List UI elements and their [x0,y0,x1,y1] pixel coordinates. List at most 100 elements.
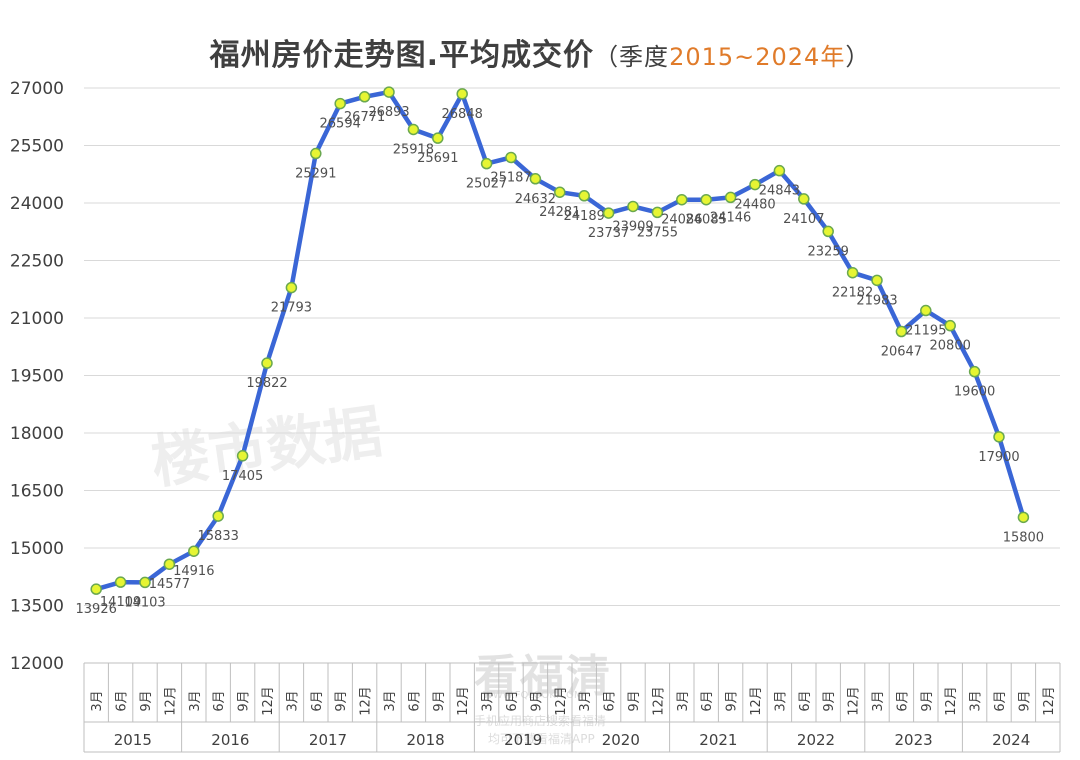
data-label: 14577 [149,577,190,592]
x-month-label: 12月 [651,686,666,716]
data-point [310,147,322,160]
data-point [261,357,273,369]
x-month-label: 12月 [749,686,764,716]
x-month-label: 6月 [407,690,422,711]
x-month-label: 9月 [139,690,154,711]
x-year-label: 2022 [797,731,835,749]
data-point [773,164,786,177]
x-month-label: 3月 [871,690,886,711]
x-month-label: 9月 [432,690,447,711]
data-point [822,225,834,238]
data-label: 26771 [344,110,385,125]
data-label: 25918 [393,142,434,157]
x-month-label: 3月 [383,690,398,711]
data-label: 19822 [246,376,287,391]
data-label: 24086 [661,213,702,228]
x-month-label: 12月 [847,686,862,716]
data-label: 17405 [222,469,263,484]
chart-subtitle-range: 2015~2024年 [669,43,846,71]
x-month-label: 6月 [700,690,715,711]
chart-title-main: 福州房价走势图.平均成交价 [209,38,595,73]
x-month-label: 3月 [90,690,105,711]
x-month-label: 9月 [334,690,349,711]
data-label: 21793 [271,301,312,316]
data-point [139,576,151,589]
data-label: 15800 [1003,530,1044,545]
data-label: 17900 [978,450,1019,465]
x-month-label: 6月 [895,690,910,711]
data-label: 14109 [100,595,141,610]
data-point [602,207,615,219]
y-tick-label: 24000 [10,194,64,214]
x-month-label: 6月 [212,690,227,711]
data-label: 23755 [637,225,678,240]
x-month-label: 6月 [798,690,813,711]
data-point [920,304,932,317]
y-tick-label: 15000 [10,539,64,559]
data-label: 23909 [612,219,653,234]
y-tick-label: 19500 [10,367,64,387]
data-label: 24281 [539,205,580,220]
x-month-label: 12月 [944,686,959,716]
x-month-label: 12月 [359,686,374,716]
x-month-label: 12月 [554,686,569,716]
data-point [993,431,1005,443]
data-label: 26594 [320,117,361,132]
series-line [93,89,1026,592]
watermark-logo-url: WWW.FQLOOK.COM [483,690,583,701]
data-point [432,132,444,144]
y-tick-label: 25500 [10,137,64,157]
data-point [285,281,298,294]
data-label: 24189 [564,209,605,224]
data-label: 15833 [198,529,239,544]
data-point [236,450,249,462]
data-point [358,91,371,103]
data-point [651,206,664,219]
data-label: 25291 [295,167,336,182]
x-year-label: 2020 [602,731,640,749]
data-point [749,178,761,191]
data-label: 21983 [856,293,897,308]
data-point [554,186,566,198]
y-tick-label: 22500 [10,252,64,272]
data-point [798,193,810,205]
data-label: 26893 [368,105,409,120]
x-year-label: 2016 [211,731,249,749]
x-month-label: 9月 [822,690,837,711]
data-label: 19600 [954,385,995,400]
data-label: 13926 [76,602,117,617]
x-year-label: 2017 [309,731,347,749]
data-label: 24107 [783,212,824,227]
watermark-logo-line1: 手机应用商店搜索看福清 [474,714,607,728]
data-point [505,151,517,164]
x-month-label: 12月 [163,686,178,716]
data-point [724,191,737,204]
x-year-label: 2018 [407,731,445,749]
watermark-logo-line2: 均可下载看福清APP [488,732,595,746]
data-label: 14103 [124,595,165,610]
x-year-label: 2024 [992,731,1030,749]
data-point [480,157,493,170]
x-month-label: 9月 [627,690,642,711]
data-point [529,173,542,185]
x-month-label: 3月 [578,690,593,711]
chart-subtitle-prefix: （季度 [594,43,670,71]
data-point [407,123,420,136]
data-label: 24085 [686,213,727,228]
data-label: 24480 [734,198,775,213]
data-label: 22182 [832,286,873,301]
data-point [188,545,200,557]
x-year-label: 2015 [114,731,152,749]
data-point [1017,511,1030,524]
x-month-label: 6月 [505,690,520,711]
watermark-logo: 看福清 [474,651,612,702]
data-label: 26848 [442,107,483,122]
x-month-label: 9月 [920,690,935,711]
data-point [676,193,688,206]
x-year-label: 2019 [504,731,542,749]
data-label: 20800 [930,339,971,354]
x-month-label: 3月 [773,690,788,711]
data-label: 20647 [881,345,922,360]
data-label: 21195 [905,324,946,339]
